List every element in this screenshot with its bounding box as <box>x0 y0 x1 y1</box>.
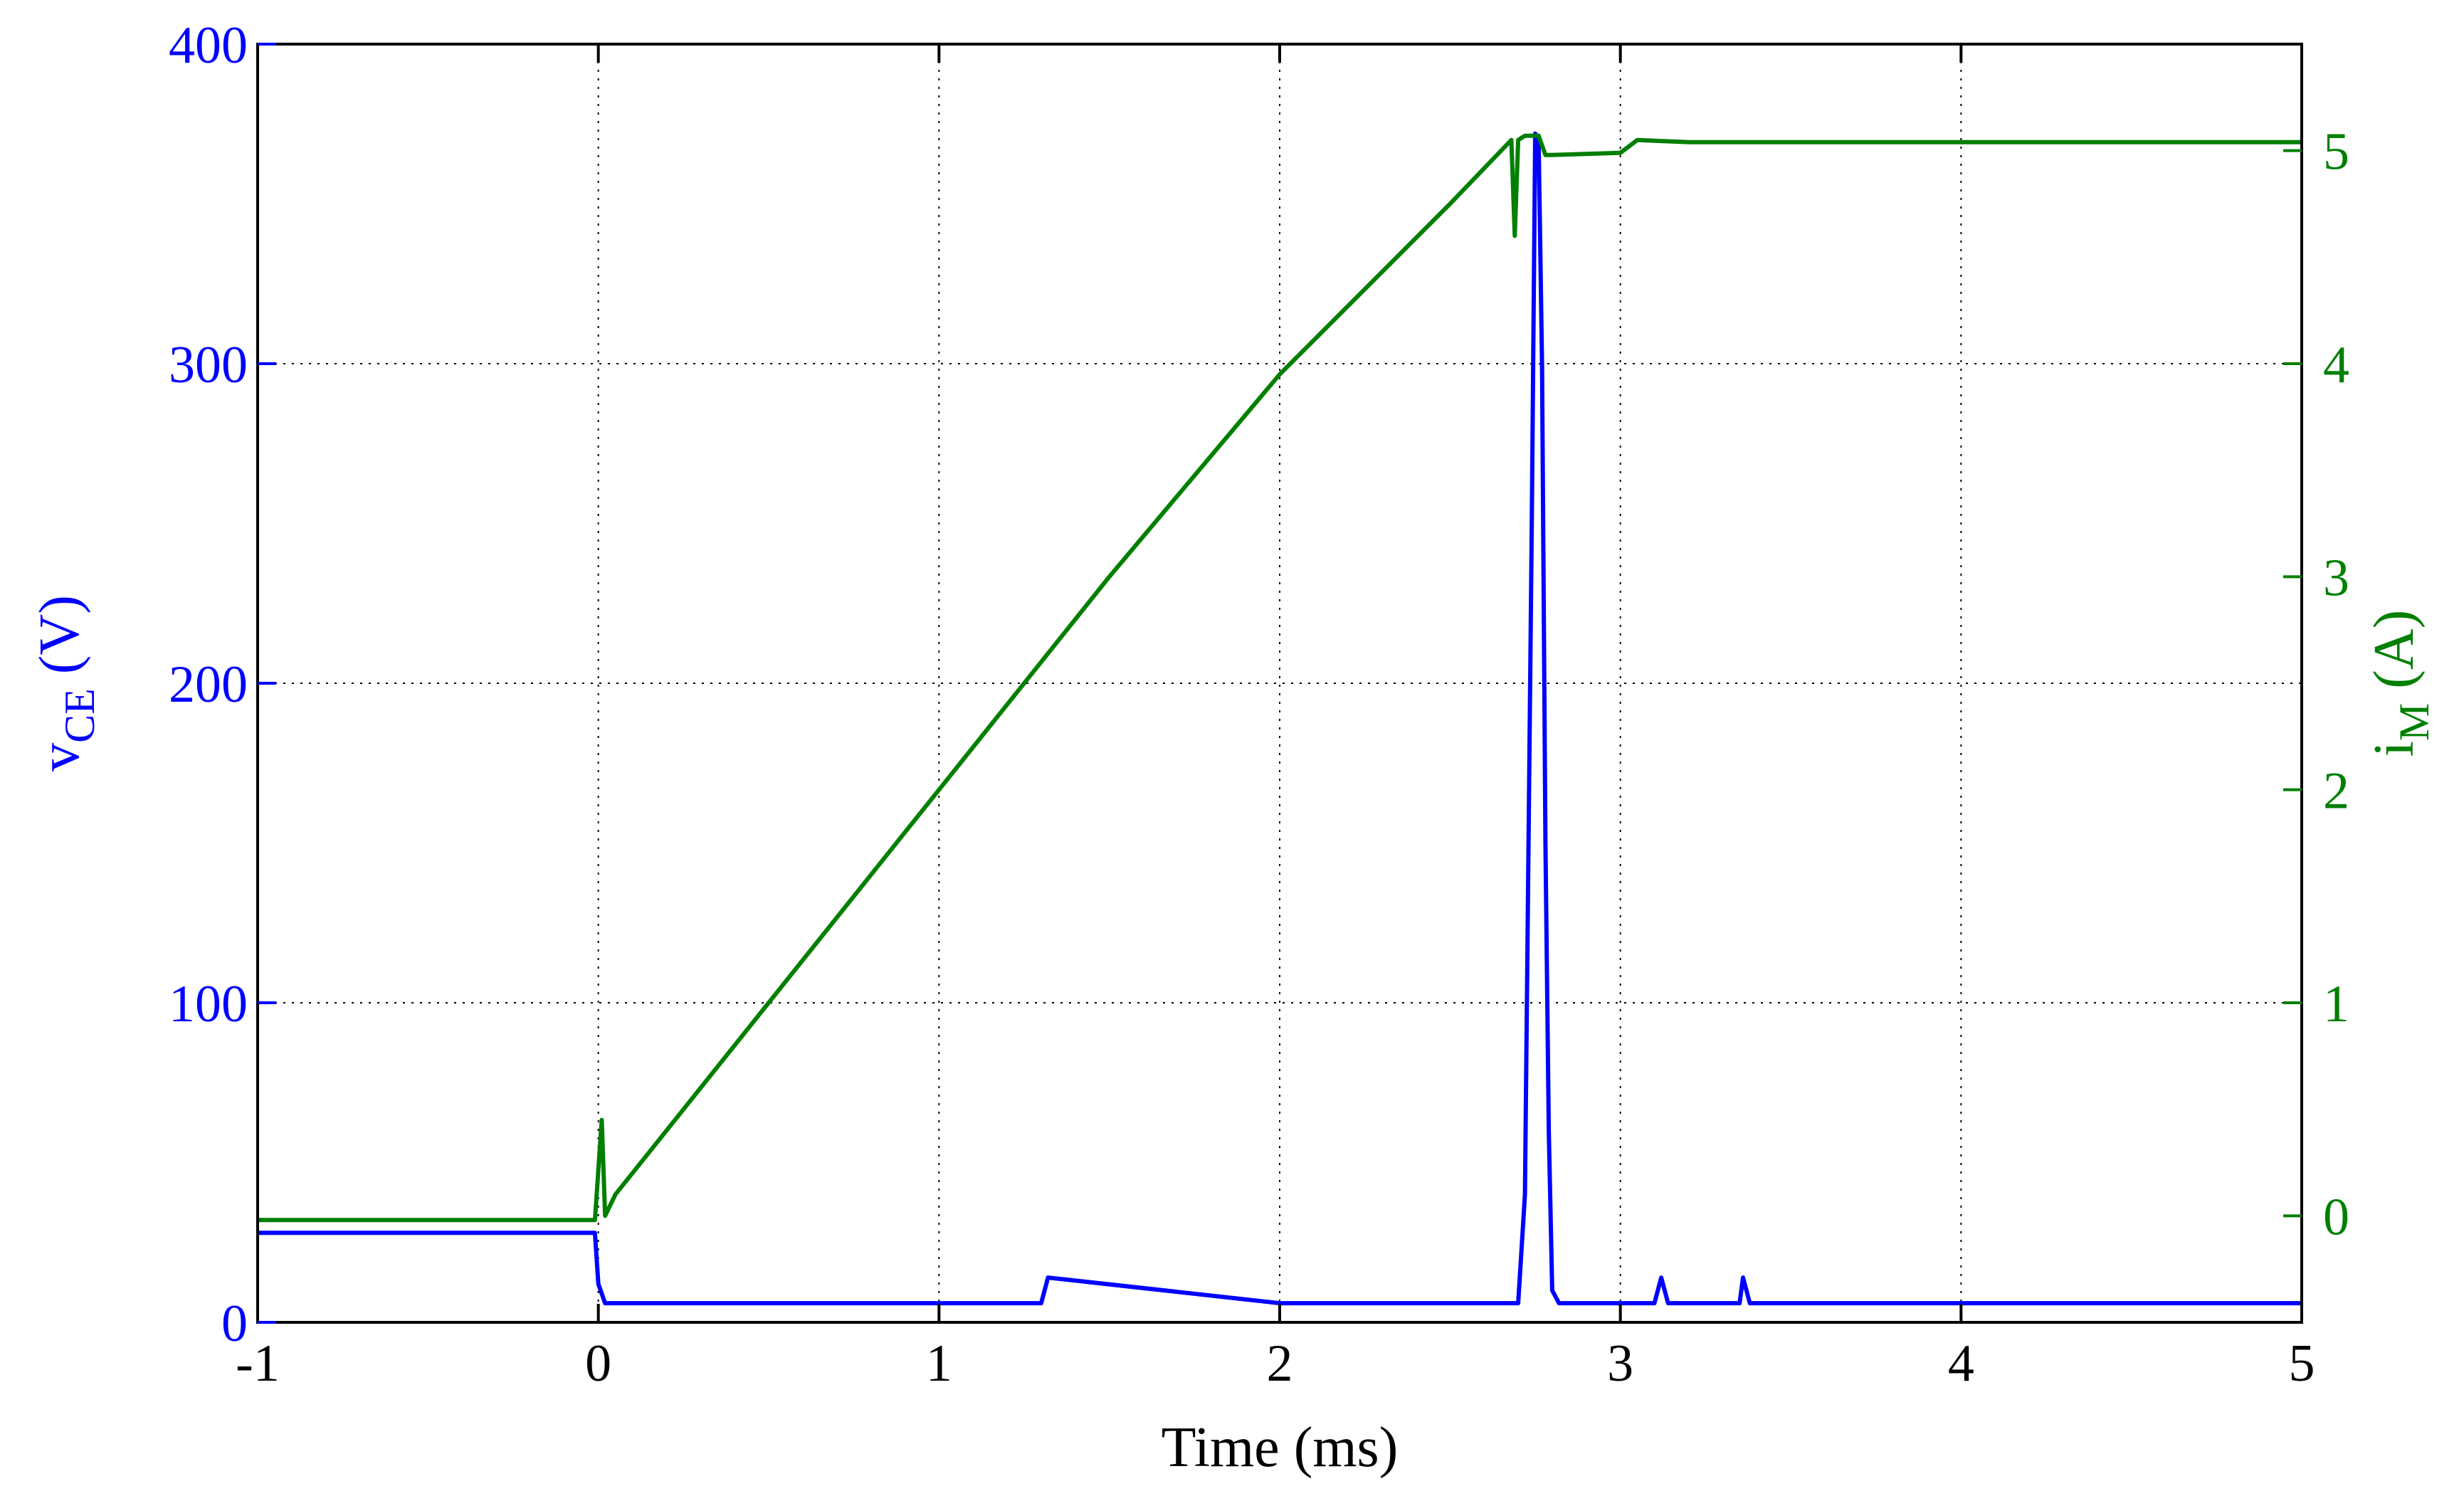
x-tick-label: 3 <box>1607 1334 1633 1393</box>
left-y-axis-title-unit: (V) <box>28 595 91 688</box>
right-y-axis-title-main: i <box>2363 741 2426 757</box>
series-line-current <box>258 133 2302 1223</box>
left-y-tick-label: 0 <box>221 1295 248 1353</box>
left-y-axis-title-sub: CE <box>56 688 103 743</box>
right-y-axis-title-sub: M <box>2391 703 2438 741</box>
right-y-tick-label: 5 <box>2323 123 2349 181</box>
left-y-axis-title-main: v <box>28 743 91 771</box>
data-series <box>258 131 2302 1306</box>
x-tick-label: 4 <box>1948 1334 1974 1393</box>
left-y-tick-label: 200 <box>169 655 248 714</box>
left-y-tick-label: 100 <box>169 975 248 1033</box>
x-tick-label: 1 <box>926 1334 952 1393</box>
right-y-axis-title: iM (A) <box>2363 610 2438 757</box>
x-tick-label: -1 <box>236 1334 280 1393</box>
right-y-tick-label: 1 <box>2323 975 2349 1033</box>
right-y-axis-title-unit: (A) <box>2363 610 2426 703</box>
left-y-tick-label: 400 <box>169 16 248 75</box>
x-tick-label: 5 <box>2289 1334 2315 1393</box>
left-y-axis-title: vCE (V) <box>28 595 103 771</box>
right-y-tick-label: 0 <box>2323 1188 2349 1246</box>
x-tick-label: 2 <box>1267 1334 1293 1393</box>
x-tick-label: 0 <box>585 1334 611 1393</box>
x-axis-title: Time (ms) <box>1162 1416 1399 1479</box>
right-y-tick-label: 4 <box>2323 336 2349 394</box>
right-y-tick-label: 2 <box>2323 762 2349 821</box>
right-y-tick-label: 3 <box>2323 549 2349 607</box>
left-y-tick-label: 300 <box>169 336 248 394</box>
